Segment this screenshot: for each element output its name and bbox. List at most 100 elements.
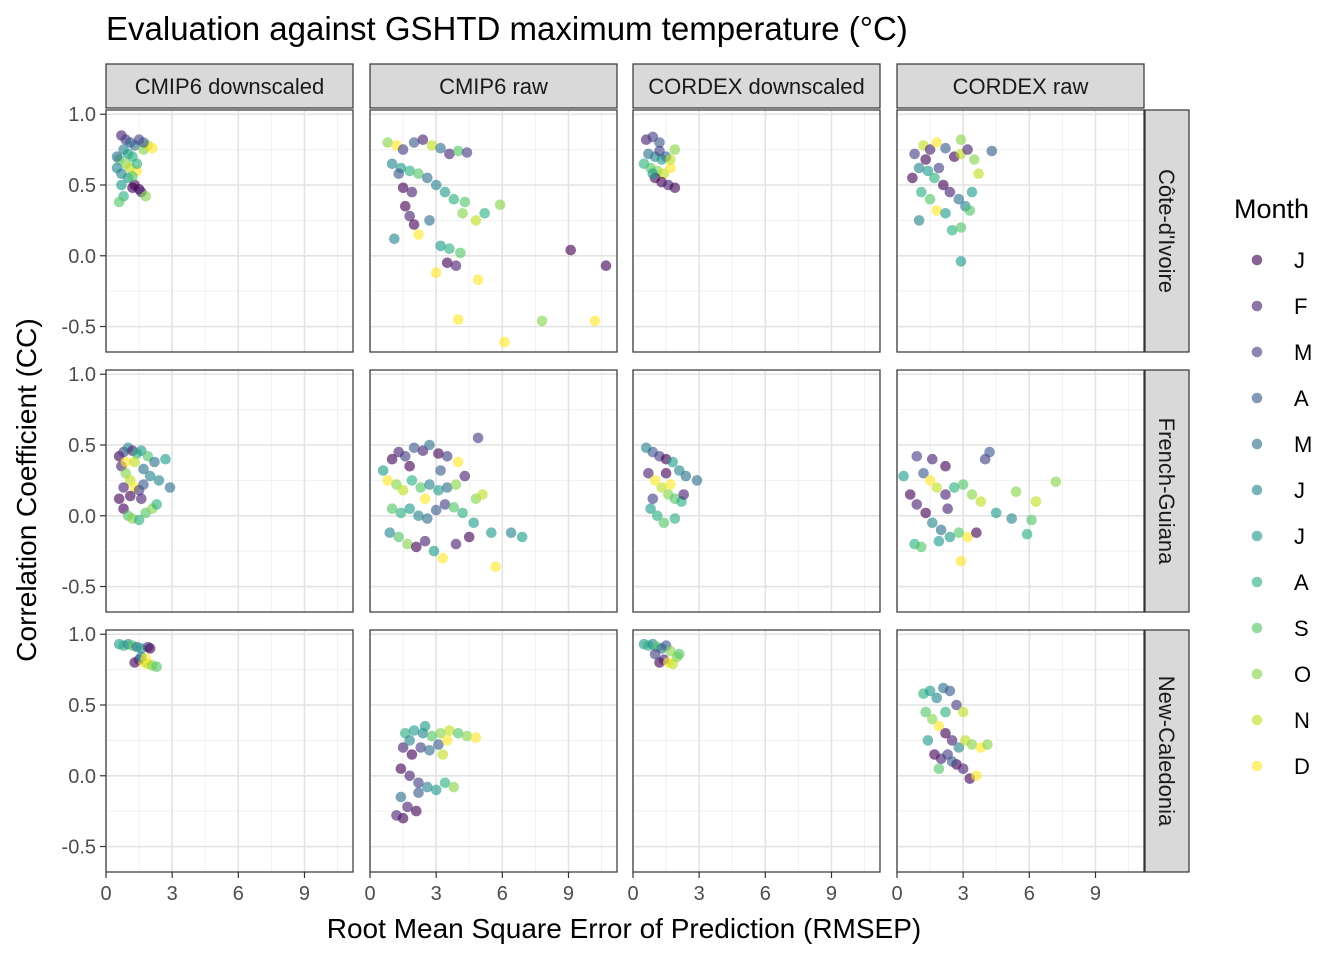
data-point (968, 154, 980, 165)
data-point (437, 552, 449, 564)
column-strip-label: CMIP6 downscaled (135, 74, 325, 99)
data-point (920, 507, 931, 519)
data-point (402, 801, 413, 813)
strip-background (632, 63, 881, 109)
data-point (452, 145, 464, 157)
data-point (131, 158, 143, 170)
panel-french-guiana-cmip6-raw (369, 369, 618, 613)
row-strip-label: French-Guiana (1154, 418, 1179, 566)
data-point (400, 451, 411, 462)
legend-item: F (1251, 294, 1307, 319)
data-point (430, 784, 442, 796)
data-point (953, 527, 965, 538)
data-point (470, 732, 482, 743)
data-point (430, 179, 442, 191)
data-point (441, 735, 453, 746)
data-point (444, 148, 455, 160)
data-point (138, 137, 149, 148)
data-point (940, 142, 951, 154)
data-point (565, 244, 576, 256)
legend-key (1251, 300, 1263, 312)
x-tick-label: 0 (364, 883, 375, 905)
data-point (144, 643, 156, 654)
data-point (931, 205, 942, 216)
data-point (647, 168, 659, 179)
data-point (397, 485, 409, 496)
data-point (433, 448, 444, 459)
legend-item: O (1251, 662, 1311, 687)
data-point (933, 763, 945, 774)
data-point (472, 432, 484, 444)
data-point (113, 493, 125, 505)
data-point (149, 456, 160, 468)
data-point (147, 142, 158, 154)
data-point (966, 489, 978, 500)
data-point (428, 545, 440, 557)
data-point (386, 158, 398, 170)
data-point (982, 739, 993, 750)
data-point (971, 770, 982, 782)
panel-border (896, 369, 1145, 613)
data-point (933, 535, 945, 547)
data-point (944, 685, 956, 697)
data-point (439, 186, 451, 198)
y-tick-label: 0.5 (68, 695, 96, 717)
legend-item: M (1251, 340, 1312, 365)
data-point (1050, 476, 1062, 488)
x-tick-label: 9 (299, 883, 310, 905)
points-group (638, 131, 681, 194)
x-tick-label: 6 (760, 883, 771, 905)
legend-item: A (1251, 386, 1309, 411)
legend-label: J (1294, 248, 1305, 273)
data-point (986, 145, 998, 157)
data-point (658, 517, 670, 529)
data-point (138, 463, 149, 475)
data-point (907, 172, 918, 184)
panel-new-caledonia-cordex-raw (896, 629, 1145, 873)
data-point (424, 215, 435, 226)
data-point (419, 535, 431, 547)
panel-cote-d-ivoire-cmip6-raw (369, 109, 618, 353)
chart-title: Evaluation against GSHTD maximum tempera… (106, 10, 908, 47)
data-point (111, 162, 123, 174)
data-point (435, 465, 446, 476)
legend-label: J (1294, 478, 1305, 503)
data-point (450, 538, 462, 550)
panel-background (106, 370, 353, 612)
data-point (393, 531, 405, 543)
data-point (448, 193, 460, 205)
data-point (669, 144, 681, 155)
data-point (391, 810, 402, 821)
data-point (536, 315, 548, 327)
x-tick-label: 3 (431, 883, 442, 905)
data-point (422, 513, 433, 524)
data-point (160, 453, 171, 465)
panel-border (105, 109, 354, 353)
data-point (426, 730, 438, 742)
data-point (404, 770, 416, 782)
data-point (600, 260, 612, 272)
data-point (138, 479, 149, 490)
panel-new-caledonia-cmip6-downscaled (105, 629, 354, 873)
data-point (406, 749, 418, 760)
points-group (640, 442, 703, 529)
x-tick-label: 9 (563, 883, 574, 905)
data-point (940, 706, 951, 718)
data-point (922, 735, 934, 746)
legend-key (1251, 622, 1263, 634)
x-tick-label: 3 (167, 883, 178, 905)
data-point (933, 720, 945, 732)
data-point (955, 555, 967, 567)
data-point (441, 257, 453, 269)
data-point (647, 493, 659, 505)
data-point (395, 507, 407, 519)
data-point (408, 725, 420, 736)
x-tick-label: 0 (627, 883, 638, 905)
data-point (946, 756, 958, 767)
data-point (949, 482, 960, 493)
data-point (136, 493, 147, 505)
data-point (400, 200, 411, 212)
data-point (404, 503, 416, 514)
data-point (404, 735, 416, 746)
